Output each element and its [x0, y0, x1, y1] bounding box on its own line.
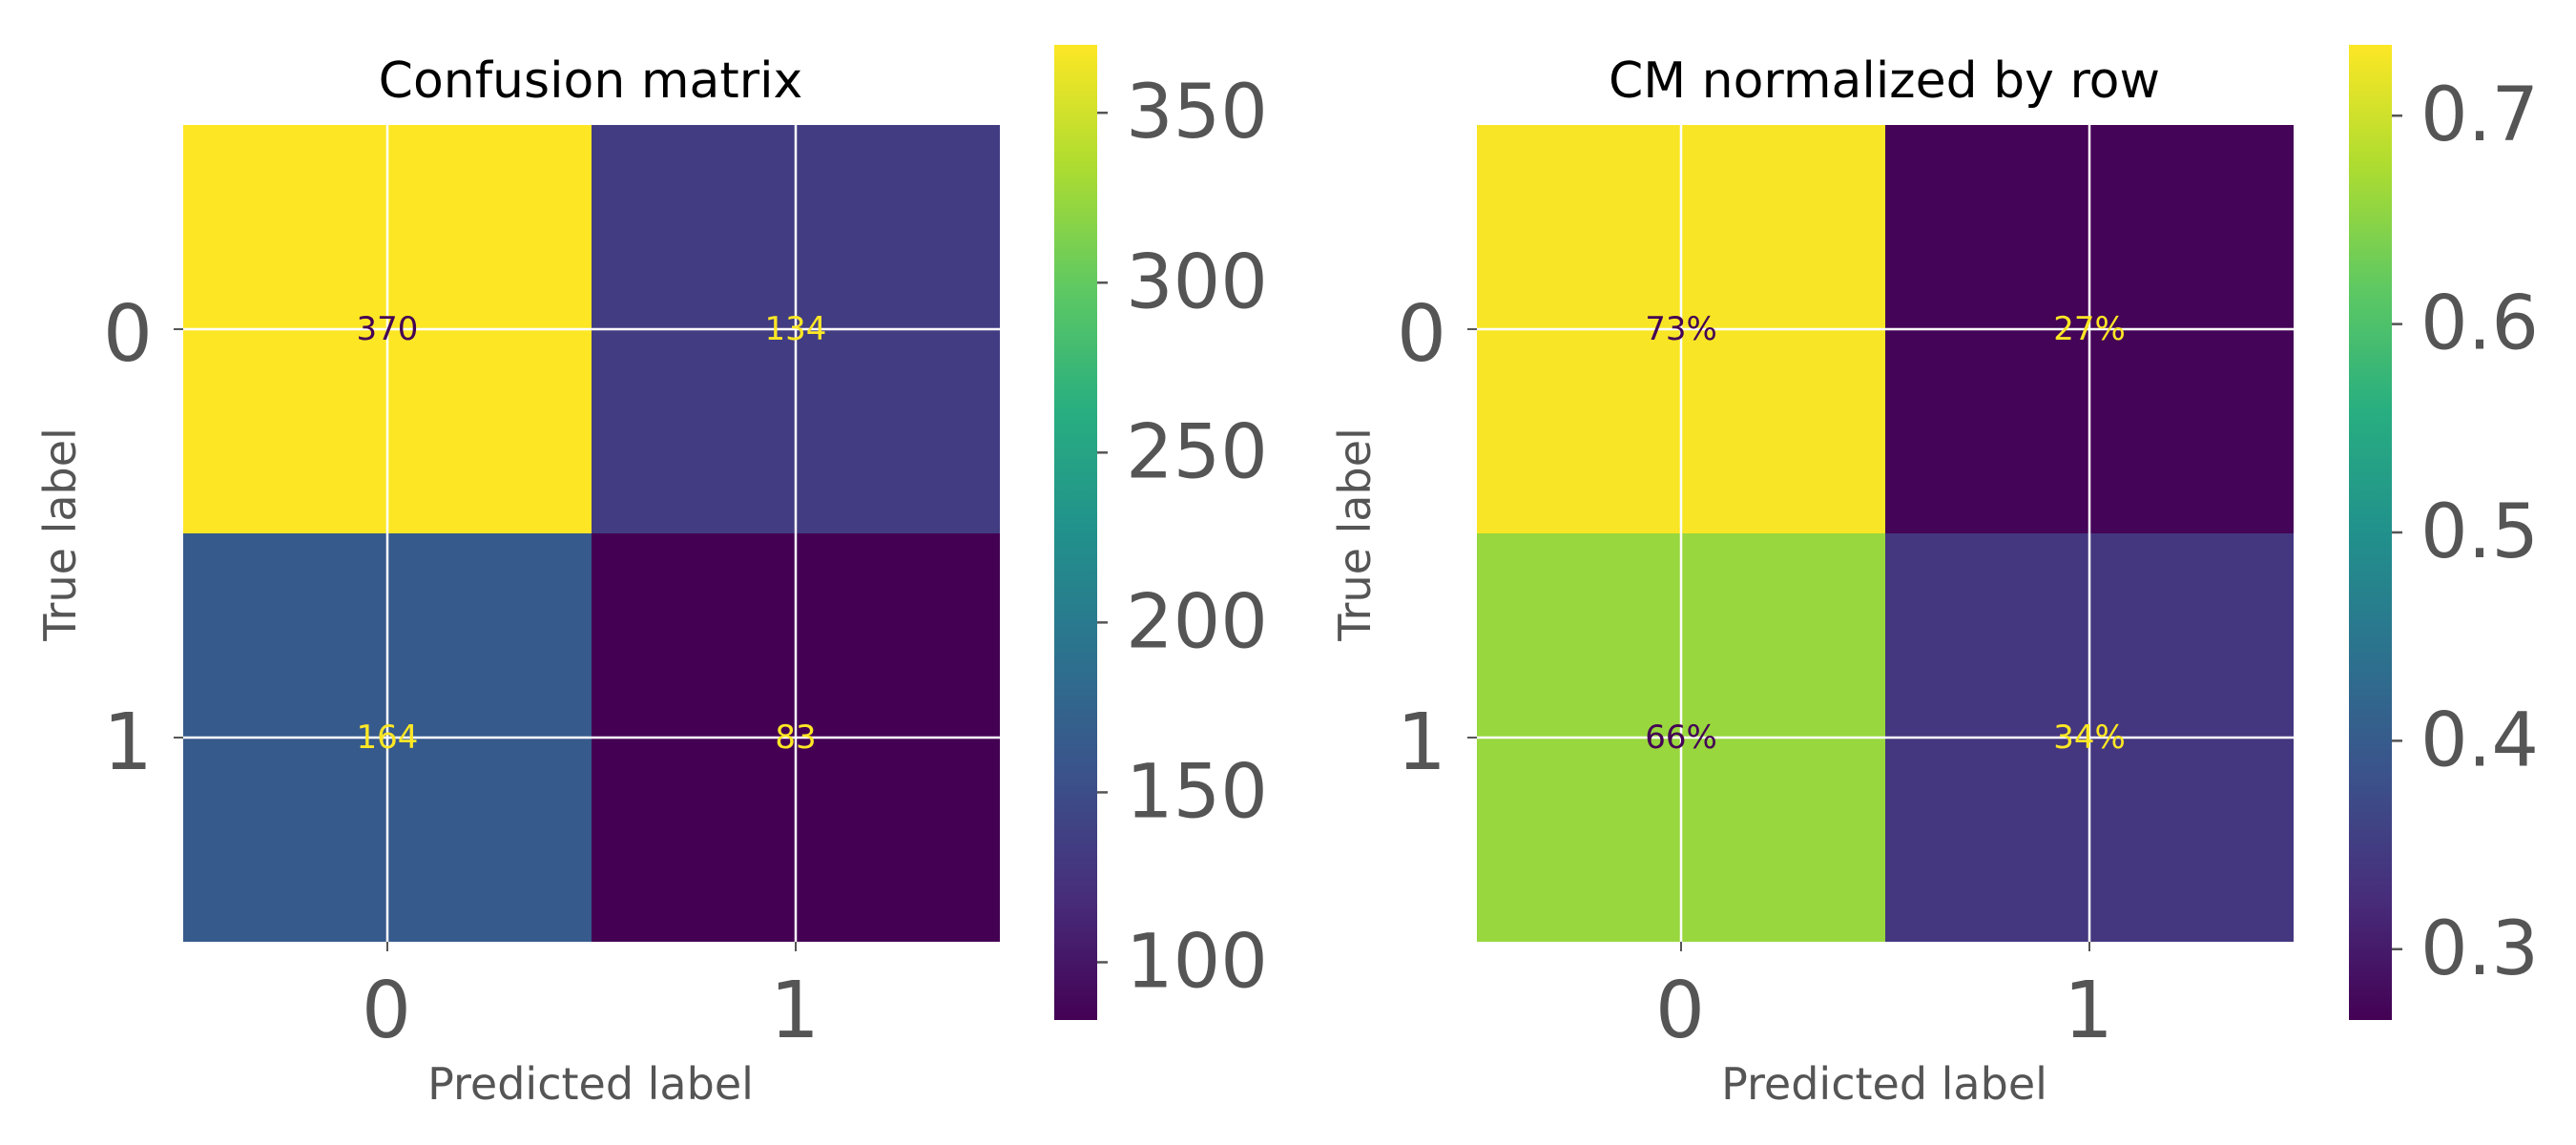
cell-labels: 370 134 164 83: [357, 310, 827, 757]
heatmap-panel-normalized: CM normalized by row 73% 27%66% 34% 0 1 0 …: [1329, 45, 2539, 1110]
chart-title: CM normalized by row: [1609, 52, 2160, 110]
cell-value-label: 83: [775, 718, 816, 757]
colorbar-tick-label: 250: [1126, 409, 1268, 495]
colorbar-ticks: 0.3 0.4 0.5 0.6 0.7: [2392, 73, 2539, 992]
cell-value-label: 134: [765, 310, 827, 348]
colorbar-gradient: [2349, 45, 2392, 1020]
x-axis-label: Predicted label: [427, 1058, 754, 1110]
colorbar-tick-label: 200: [1126, 579, 1268, 665]
colorbar-tick-label: 0.3: [2420, 906, 2539, 992]
colorbar-tick-label: 0.7: [2420, 73, 2539, 158]
cell-value-label: 34%: [2053, 718, 2126, 757]
heatmap-cells: [183, 125, 1000, 942]
cell-value-label: 27%: [2053, 310, 2126, 348]
axis-ticks: [1467, 328, 2090, 951]
cell-value-label: 66%: [1645, 718, 1717, 757]
x-tick-label-0: 0: [362, 966, 411, 1056]
chart-title: Confusion matrix: [379, 52, 803, 110]
axis-ticks: [174, 328, 797, 951]
y-tick-label-1: 1: [103, 697, 153, 788]
cell-labels: 73% 27% 66% 34%: [1645, 310, 2126, 757]
colorbar-tick-label: 150: [1126, 749, 1268, 835]
cell-value-label: 164: [357, 718, 419, 757]
colorbar: [1054, 45, 1097, 1020]
heatmap-panel-counts: Confusion matrix 370 134 164 83 0 1 0 1 Pre…: [34, 45, 1268, 1110]
y-tick-label-0: 0: [103, 289, 153, 380]
colorbar-tick-label: 0.4: [2420, 697, 2539, 783]
colorbar-tick-label: 0.5: [2420, 489, 2539, 575]
y-tick-label-1: 1: [1397, 697, 1446, 788]
y-axis-label: True label: [1329, 427, 1381, 642]
colorbar-tick-label: 300: [1126, 239, 1268, 325]
y-tick-label-0: 0: [1397, 289, 1446, 380]
cell-value-label: 370: [357, 310, 419, 348]
x-axis-label: Predicted label: [1721, 1058, 2047, 1110]
cell-value-label: 73%: [1645, 310, 1717, 348]
x-tick-label-1: 1: [2064, 966, 2113, 1056]
x-tick-label-0: 0: [1655, 966, 1705, 1056]
gridlines: [1477, 125, 2294, 942]
colorbar-tick-label: 0.6: [2420, 281, 2539, 367]
gridlines: [183, 125, 1000, 942]
heatmap-cells: [1477, 125, 2294, 942]
colorbar-gradient: [1054, 45, 1097, 1020]
x-tick-label-1: 1: [770, 966, 820, 1056]
colorbar: [2349, 45, 2392, 1020]
colorbar-tick-label: 100: [1126, 919, 1268, 1005]
y-axis-label: True label: [34, 427, 86, 642]
colorbar-ticks: 100 150 200 250 300 350: [1097, 70, 1268, 1005]
colorbar-tick-label: 350: [1126, 70, 1268, 156]
